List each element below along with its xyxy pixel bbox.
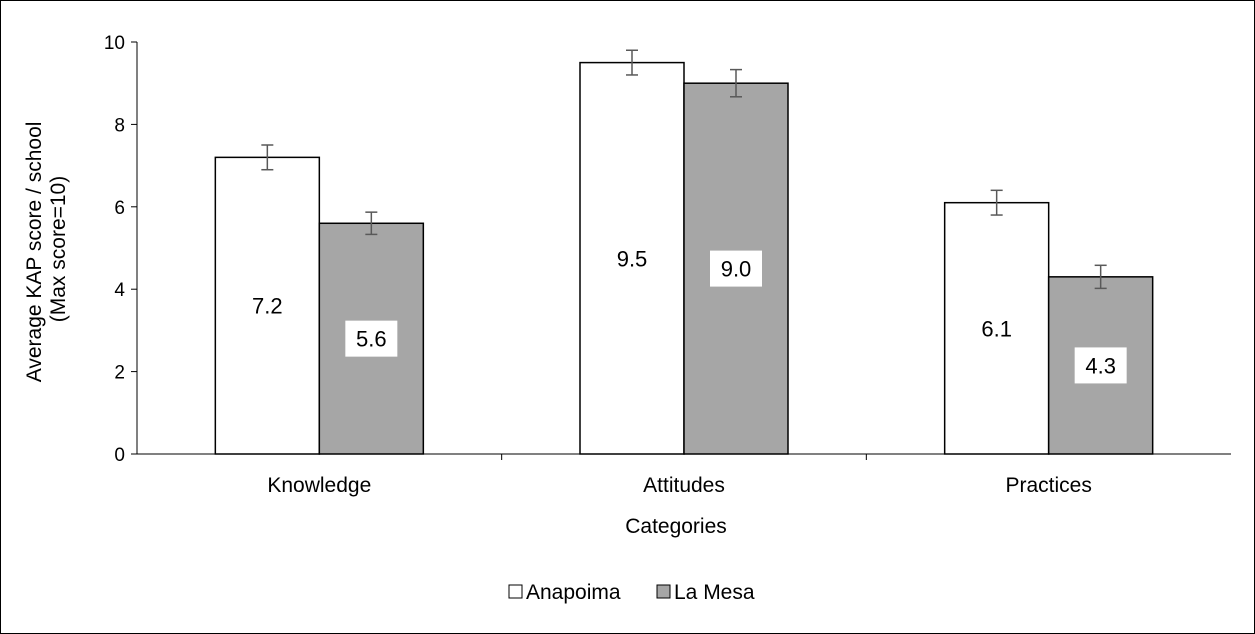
x-tick-label: Attitudes xyxy=(643,474,725,497)
data-label-box xyxy=(710,250,762,287)
y-tick-label: 8 xyxy=(114,115,125,136)
bar xyxy=(214,156,321,455)
data-label: 6.1 xyxy=(981,316,1012,341)
y-tick-label: 2 xyxy=(114,363,125,384)
bar xyxy=(943,201,1050,455)
y-tick-label: 6 xyxy=(114,198,125,219)
data-label: 5.6 xyxy=(356,327,387,352)
data-label: 4.3 xyxy=(1085,353,1116,378)
plot-area: 0 2 4 6 8 10 Knowledge 7.2 5.6 Attitudes 9.5 9.0 Pra… xyxy=(104,33,1231,497)
data-label: 9.5 xyxy=(617,246,648,271)
x-tick-label: Practices xyxy=(1005,474,1091,497)
x-axis-title: Categories xyxy=(625,515,727,538)
data-label-box xyxy=(345,320,398,357)
y-tick-label: 0 xyxy=(114,445,125,466)
legend: Anapoima La Mesa xyxy=(508,581,755,604)
y-tick-label: 10 xyxy=(104,33,125,54)
data-label: 7.2 xyxy=(252,294,283,319)
y-axis-title-line1: Average KAP score / school xyxy=(23,122,46,383)
legend-swatch xyxy=(508,584,523,599)
data-label: 9.0 xyxy=(721,257,752,282)
data-label-box xyxy=(1074,347,1127,384)
x-tick-label: Knowledge xyxy=(267,474,371,497)
y-axis-title: Average KAP score / school (Max score=10… xyxy=(23,116,70,383)
legend-label: La Mesa xyxy=(674,581,755,604)
y-axis-title-line2: (Max score=10) xyxy=(47,176,70,322)
legend-label: Anapoima xyxy=(526,581,621,604)
legend-swatch xyxy=(656,584,671,599)
y-tick-label: 4 xyxy=(114,280,125,301)
